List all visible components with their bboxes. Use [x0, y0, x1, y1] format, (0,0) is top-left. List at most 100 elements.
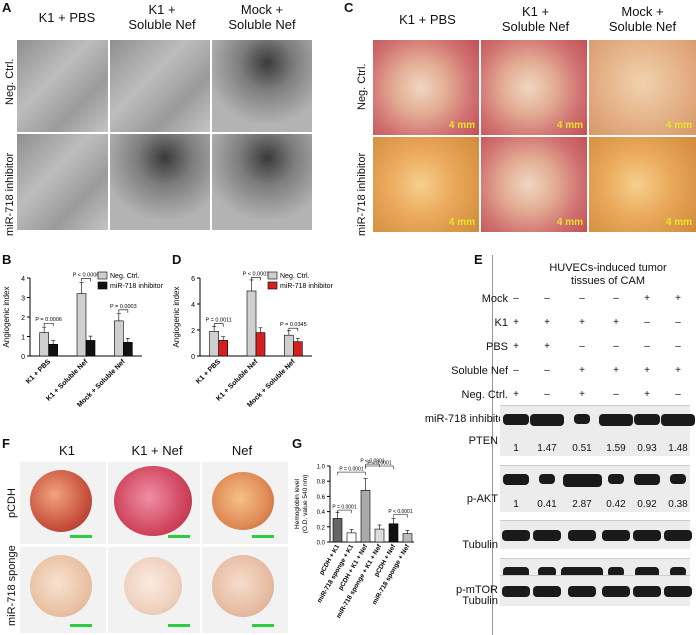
panel-e-title: HUVECs-induced tumor tissues of CAM — [549, 262, 667, 287]
significance-bracket — [393, 514, 408, 518]
bar — [374, 528, 385, 543]
scale-bar — [168, 535, 190, 538]
condition-sign: + — [579, 389, 585, 400]
blot-quantification: 0.38 — [668, 499, 688, 510]
blot-quantification: 0.92 — [637, 499, 657, 510]
panel-f-row2-label: miR-718 sponge — [6, 545, 18, 626]
blot-band — [601, 530, 631, 542]
panel-a-row1-label: Neg. Ctrl. — [4, 58, 16, 105]
blot-band — [562, 474, 602, 487]
blot-quantification: 1.48 — [668, 443, 688, 454]
scale-bar-text: 4 mm — [556, 120, 583, 131]
scale-bar-text: 4 mm — [556, 217, 583, 228]
panel-f-col1-header: K1 — [59, 443, 75, 458]
blot-band — [501, 530, 531, 542]
condition-sign: – — [644, 341, 650, 352]
bar — [114, 320, 124, 357]
blot-quantification: 1 — [513, 499, 519, 510]
y-tick-label: 2 — [21, 315, 25, 322]
y-axis-label: Hemoglobin level — [294, 479, 301, 529]
blot-band — [537, 567, 557, 578]
condition-sign: + — [644, 365, 650, 376]
tissue-panel-f1 — [20, 462, 106, 544]
condition-sign: – — [613, 389, 619, 400]
legend-swatch — [267, 281, 278, 290]
chart-d: 0 2 4 6 Angiogenic index P = 0.0011 K1 + PBS P … — [172, 271, 334, 407]
condition-sign: – — [644, 317, 650, 328]
condition-sign: + — [613, 317, 619, 328]
blot-quantification: 0.41 — [537, 499, 557, 510]
bar — [218, 340, 228, 357]
blot-strip: 1 1.47 0.51 1.59 0.93 1.48 — [500, 405, 695, 456]
significance-bracket — [118, 309, 129, 313]
y-tick-label: 0.8 — [317, 480, 326, 486]
scale-bar — [168, 624, 190, 627]
panel-c-row2-label: miR-718 inhibitor — [356, 152, 368, 236]
y-tick-label: 1 — [21, 335, 25, 342]
significance-bracket — [43, 322, 54, 327]
significance-bracket — [365, 465, 394, 469]
panel-f-label: F — [2, 436, 10, 451]
blot-protein-label: p-AKT — [466, 493, 498, 505]
condition-sign: + — [513, 317, 519, 328]
y-tick-label: 2 — [191, 328, 195, 335]
blot-quantification: 0.51 — [572, 443, 592, 454]
p-value-label: P < 0.0001 — [360, 459, 384, 465]
panel-c-col2-header: K1 + Soluble Nef — [501, 4, 570, 34]
condition-label: K1 — [494, 317, 508, 329]
condition-sign: – — [675, 389, 681, 400]
y-axis-label: (O.D. value 540 nm) — [302, 475, 309, 534]
blot-protein-label: Tubulin — [462, 539, 498, 551]
condition-label: Soluble Nef — [451, 365, 508, 377]
condition-sign: – — [675, 341, 681, 352]
y-tick-label: 0.6 — [317, 495, 326, 501]
condition-sign: + — [544, 341, 550, 352]
scale-bar — [70, 535, 92, 538]
blot-band — [632, 530, 662, 542]
significance-bracket — [288, 327, 299, 332]
blot-band — [608, 474, 624, 484]
blot-band — [503, 474, 529, 485]
chart-b: 0 1 2 3 4 Angiogenic index P = 0.0006 K1 + PBS P… — [2, 271, 164, 407]
bar — [85, 340, 96, 357]
tissue-sample — [30, 470, 92, 532]
condition-sign: + — [644, 389, 650, 400]
blot-band — [670, 474, 686, 484]
scale-bar-text: 4 mm — [448, 217, 475, 228]
scale-bar — [252, 535, 274, 538]
blot-band — [503, 567, 529, 578]
panel-e-divider — [492, 255, 493, 635]
blot-protein-label: Tubulin — [462, 595, 498, 607]
blot-band — [574, 414, 590, 424]
legend-swatch — [267, 271, 278, 280]
blot-quantification: 1.47 — [537, 443, 557, 454]
micrograph-a1 — [17, 40, 108, 132]
condition-sign: + — [675, 365, 681, 376]
scale-bar-text: 4 mm — [448, 120, 475, 131]
blot-band — [567, 530, 597, 542]
tissue-panel-f2 — [108, 462, 200, 544]
y-axis-label: Angiogenic index — [172, 287, 181, 348]
bar — [332, 518, 343, 543]
p-value-label: P = 0.0011 — [206, 318, 232, 324]
y-tick-label: 6 — [191, 276, 195, 283]
cam-photo-c1: 4 mm — [373, 40, 479, 135]
blot-band — [501, 586, 531, 598]
legend-label: miR-718 inhibitor — [110, 283, 164, 290]
blot-band — [634, 414, 660, 425]
condition-sign: – — [544, 365, 550, 376]
tissue-panel-f3 — [202, 462, 288, 544]
micrograph-a3 — [212, 40, 312, 132]
blot-band — [601, 586, 631, 598]
bar — [48, 344, 58, 357]
tissue-sample — [124, 557, 182, 615]
blot-band — [634, 474, 660, 485]
tissue-sample — [30, 555, 92, 617]
bar — [346, 532, 357, 543]
bar — [123, 342, 133, 357]
condition-sign: – — [579, 341, 585, 352]
blot-band — [661, 414, 695, 426]
condition-sign: – — [544, 293, 550, 304]
blot-band — [532, 530, 562, 542]
scale-bar — [70, 624, 92, 627]
